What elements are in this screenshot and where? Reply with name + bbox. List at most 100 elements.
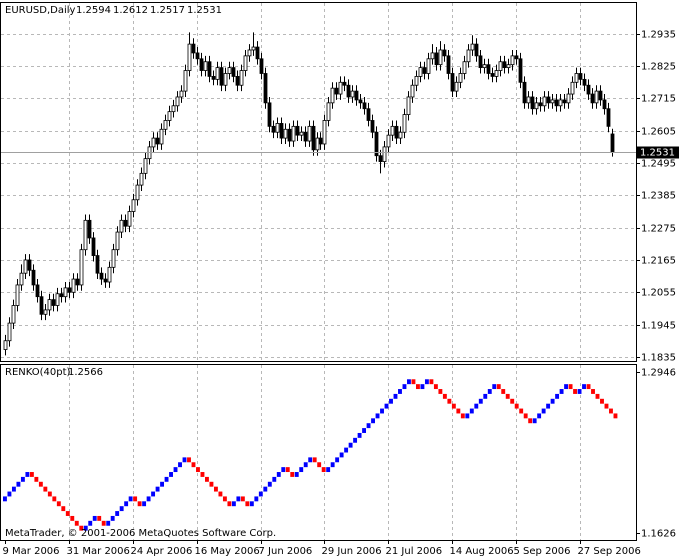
candle-body	[406, 96, 411, 115]
copyright-note: MetaTrader, © 2001-2006 MetaQuotes Softw…	[5, 528, 276, 539]
candle-body	[235, 76, 240, 86]
x-tick-label: 7 Jun 2006	[259, 546, 313, 557]
renko-brick	[79, 525, 84, 531]
renko-brick	[200, 472, 205, 477]
candle-body	[450, 73, 455, 92]
candle-body	[578, 73, 583, 80]
renko-brick	[263, 486, 268, 492]
candle-body	[570, 81, 575, 95]
y-tick-label: 1.1945	[641, 321, 676, 332]
candle-body	[315, 137, 320, 151]
renko-brick	[281, 467, 286, 473]
last-high: 1.2612	[113, 5, 148, 16]
candle-body	[466, 49, 471, 63]
candle-body	[602, 99, 607, 110]
candle-body	[179, 90, 184, 98]
candle-body	[350, 90, 355, 98]
renko-brick	[344, 447, 349, 453]
renko-brick	[384, 403, 389, 409]
candle-body	[430, 52, 435, 60]
renko-brick	[191, 462, 196, 468]
renko-brick	[11, 486, 16, 492]
candle-body	[127, 211, 132, 227]
y-tick-label: 1.2385	[641, 191, 676, 202]
renko-brick	[487, 389, 492, 394]
renko-brick	[267, 481, 272, 487]
candle-body	[163, 120, 168, 130]
symbol-title: EURUSD,Daily	[5, 5, 76, 16]
renko-brick	[285, 467, 290, 473]
renko-brick	[433, 384, 438, 390]
renko-brick	[514, 403, 519, 409]
marks-layer	[1, 32, 636, 531]
renko-brick	[16, 481, 21, 487]
renko-brick	[7, 491, 12, 497]
renko-brick	[205, 476, 209, 482]
candle-body	[434, 52, 439, 66]
candle-body	[526, 96, 531, 104]
candle-body	[43, 309, 48, 315]
candle-body	[291, 125, 296, 142]
candle-body	[522, 81, 527, 104]
candle-body	[135, 184, 140, 201]
renko-brick	[34, 476, 39, 482]
renko-brick	[258, 491, 263, 497]
renko-brick	[438, 389, 443, 394]
candle-body	[239, 70, 244, 86]
renko-brick	[317, 462, 322, 468]
candle-body	[51, 299, 56, 306]
candle-body	[558, 99, 563, 107]
renko-brick	[393, 393, 398, 399]
candle-body	[55, 293, 60, 306]
candle-body	[255, 46, 260, 60]
candle-body	[458, 73, 463, 83]
candle-body	[358, 99, 363, 104]
renko-brick	[83, 525, 88, 531]
renko-brick	[586, 384, 591, 390]
candle-body	[83, 219, 88, 251]
main-panel-frame	[0, 2, 637, 362]
renko-brick	[169, 472, 173, 477]
current-price-tag	[637, 146, 679, 159]
candle-body	[203, 61, 208, 71]
candle-body	[79, 249, 84, 286]
candle-body	[299, 131, 304, 136]
renko-brick	[97, 515, 102, 521]
candle-body	[506, 64, 511, 69]
renko-brick	[568, 384, 573, 390]
renko-brick	[501, 389, 506, 394]
renko-brick	[389, 398, 393, 404]
candle-body	[362, 102, 367, 110]
candle-body	[91, 237, 96, 256]
candle-body	[139, 172, 144, 186]
candle-body	[39, 296, 44, 315]
renko-brick	[128, 496, 133, 502]
candle-body	[474, 43, 479, 57]
renko-brick	[613, 413, 618, 419]
candle-body	[534, 102, 539, 110]
candle-body	[271, 125, 276, 133]
candle-body	[35, 284, 40, 298]
renko-brick	[178, 462, 182, 468]
renko-brick	[559, 389, 564, 394]
text-layer: EURUSD,Daily 1.2594 1.2612 1.2517 1.2531…	[3, 5, 679, 557]
candle-body	[370, 120, 375, 133]
renko-brick	[609, 408, 613, 414]
candle-body	[111, 249, 116, 268]
candle-body	[31, 269, 36, 286]
renko-brick	[496, 384, 501, 390]
renko-brick	[56, 501, 61, 507]
grid-layer	[1, 3, 636, 540]
x-tick-label: 24 Apr 2006	[131, 546, 193, 557]
candle-body	[215, 67, 220, 80]
candle-body	[462, 61, 467, 74]
candle-body	[207, 61, 212, 77]
candle-body	[318, 137, 323, 145]
renko-brick	[451, 403, 456, 409]
renko-brick	[231, 501, 236, 507]
renko-brick	[164, 476, 169, 482]
candle-body	[514, 55, 519, 60]
renko-brick	[595, 393, 600, 399]
renko-brick	[460, 413, 465, 419]
